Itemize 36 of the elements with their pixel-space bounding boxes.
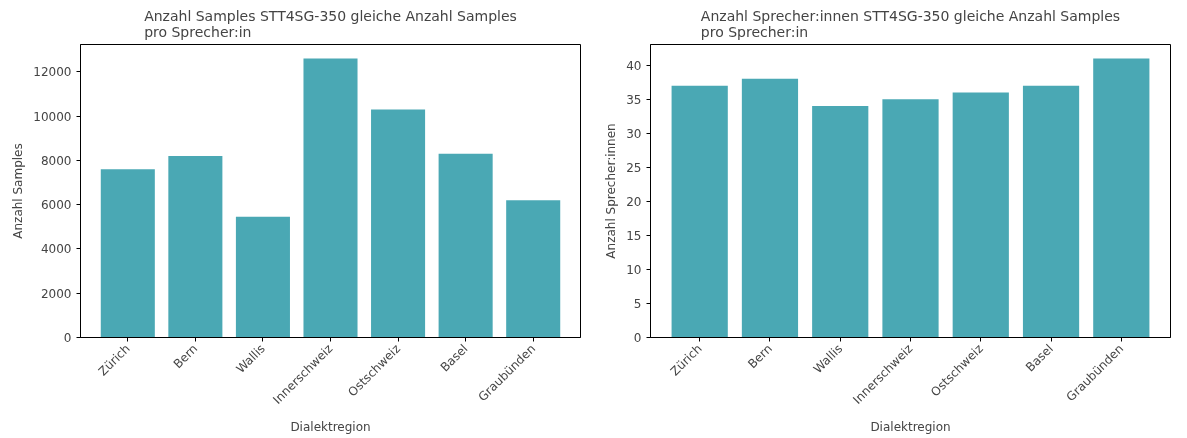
bar xyxy=(882,99,939,338)
bar xyxy=(671,85,728,338)
y-tick-label: 40 xyxy=(626,58,642,73)
y-tick-label: 15 xyxy=(626,228,642,243)
x-axis-title: Dialektregion xyxy=(290,419,371,434)
y-tick-label: 10000 xyxy=(33,109,72,124)
bar xyxy=(168,155,223,338)
y-tick-label: 6000 xyxy=(40,198,72,213)
bar xyxy=(952,92,1009,338)
bar xyxy=(438,153,493,338)
y-axis-title: Anzahl Sprecher:innen xyxy=(604,123,619,259)
y-tick-label: 5 xyxy=(633,296,642,311)
y-tick-label: 2000 xyxy=(40,286,72,301)
y-tick-label: 0 xyxy=(63,331,72,345)
bar xyxy=(812,106,869,338)
y-tick-label: 0 xyxy=(633,331,642,345)
y-tick-label: 35 xyxy=(626,92,642,107)
chart-title: Anzahl Sprecher:innen STT4SG-350 gleiche Anzahl Samples pro Sprecher:in xyxy=(700,7,1121,40)
y-tick-label: 8000 xyxy=(40,153,72,168)
bar xyxy=(506,200,561,338)
y-tick-label: 30 xyxy=(626,126,642,141)
bar xyxy=(1022,85,1080,338)
y-tick-label: 20 xyxy=(626,194,642,209)
y-tick-label: 25 xyxy=(626,160,642,175)
y-tick-label: 4000 xyxy=(40,242,72,257)
y-tick-label: 10 xyxy=(626,262,642,277)
bar xyxy=(235,216,290,338)
bar xyxy=(1093,58,1150,338)
chart-title: Anzahl Samples STT4SG-350 gleiche Anzahl Samples pro Sprecher:in xyxy=(144,7,517,40)
x-axis-title: Dialektregion xyxy=(870,419,951,434)
bar xyxy=(303,58,358,338)
y-axis-title: Anzahl Samples xyxy=(11,143,26,239)
bar xyxy=(371,109,426,338)
bar xyxy=(100,169,155,338)
bar xyxy=(741,78,799,338)
y-tick-label: 12000 xyxy=(33,65,72,80)
